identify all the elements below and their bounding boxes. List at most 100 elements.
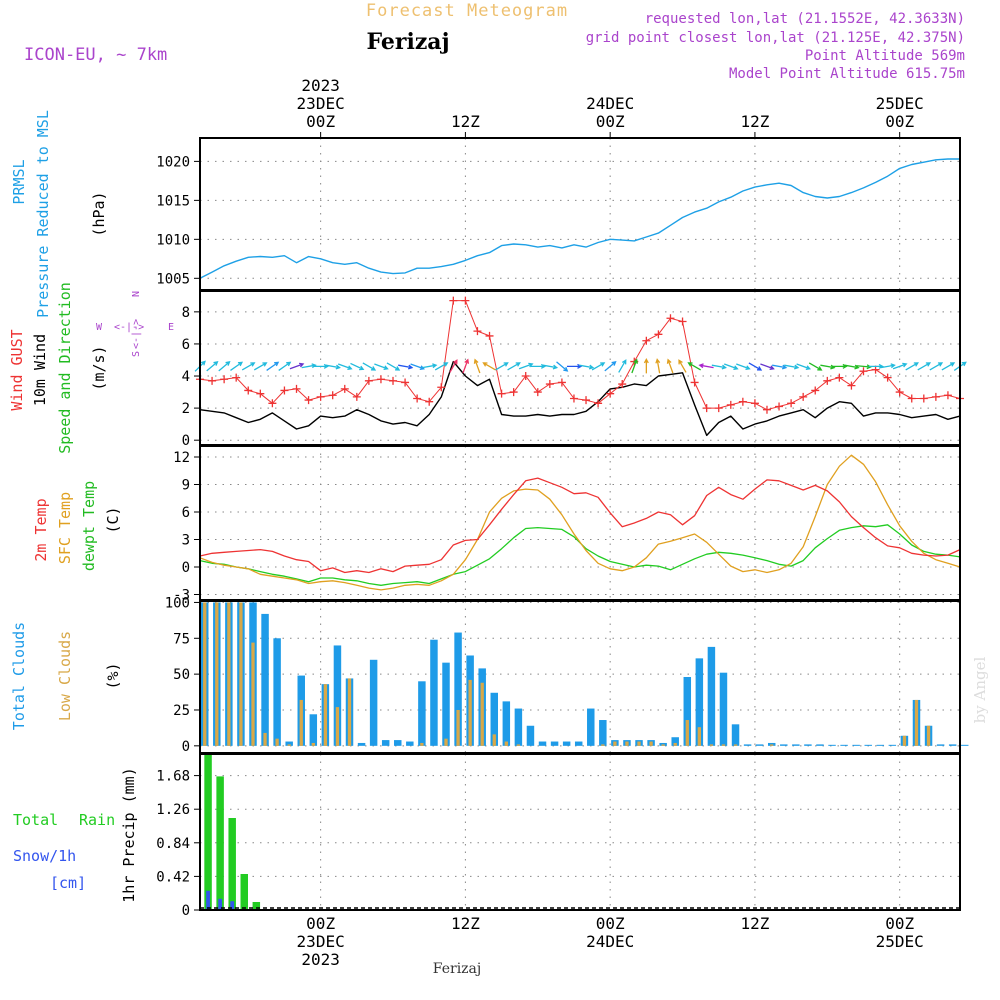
compass-south: S — [131, 351, 142, 357]
wind-direction-arrow — [820, 364, 836, 370]
total-clouds-bar — [502, 701, 511, 746]
panel-frame — [199, 137, 961, 291]
wind-direction-arrow — [604, 361, 617, 372]
point-altitude: Point Altitude 569m — [805, 48, 965, 64]
wind-direction-arrow — [495, 362, 509, 371]
wind-direction-arrow — [530, 363, 547, 369]
total-clouds-bar — [514, 708, 523, 746]
wind-direction-arrow — [929, 362, 944, 371]
y-tick-label: 4 — [182, 369, 190, 385]
wind-direction-arrow — [760, 363, 775, 371]
wind-gust-marker — [376, 375, 385, 384]
wind-gust-marker — [883, 373, 892, 382]
rain-bar — [252, 902, 261, 910]
wind-gust-marker — [666, 314, 675, 323]
wind-direction-arrow — [698, 363, 714, 369]
panel-frame — [199, 753, 961, 911]
wind-direction-arrow — [631, 358, 638, 374]
y-tick-label: 1015 — [156, 193, 190, 209]
wind-gust-marker — [545, 380, 554, 389]
watermark: by Angel — [971, 656, 989, 723]
total-clouds-bar — [961, 744, 969, 746]
clouds-unit-label: (%) — [104, 662, 122, 689]
y-tick-label: 1005 — [156, 271, 190, 287]
total-clouds-bar — [430, 639, 438, 746]
wind-direction-arrow — [643, 358, 649, 374]
wind-gust-marker — [208, 376, 217, 385]
wind-gust-marker — [931, 392, 940, 401]
wind-gust-marker — [328, 391, 337, 400]
total-clouds-bar — [852, 744, 860, 746]
total-clouds-bar — [285, 741, 293, 746]
bottom-time-label: 00Z — [306, 914, 335, 933]
y-tick-label: 1010 — [156, 232, 190, 248]
total-clouds-bar — [876, 744, 885, 746]
grid-layer — [200, 138, 960, 911]
temp-2m-label: 2m Temp — [32, 498, 50, 561]
y-tick-label: 25 — [173, 703, 190, 719]
low-clouds-bar — [215, 602, 219, 746]
wind-direction-arrow — [542, 364, 559, 370]
bottom-time-label: 12Z — [451, 914, 480, 933]
total-clouds-bar — [369, 659, 378, 746]
total-clouds-bar — [394, 740, 402, 746]
low-clouds-bar — [733, 744, 738, 746]
wind-gust-marker — [268, 399, 277, 408]
wind-direction-arrow — [398, 364, 414, 370]
wind-direction-arrow — [434, 362, 449, 371]
snow-bar — [218, 898, 222, 910]
total-clouds-bar — [792, 744, 800, 746]
wind-direction-arrow — [374, 363, 389, 371]
total-clouds-bar — [357, 742, 366, 746]
total-clouds-bar — [526, 725, 535, 746]
wind-gust-marker — [280, 386, 289, 395]
snow-bar — [206, 890, 210, 910]
wind-gust-marker — [304, 396, 313, 405]
wind-direction-arrow — [917, 362, 932, 371]
y-tick-label: 100 — [165, 595, 190, 611]
temp-unit-label: (C) — [104, 506, 122, 533]
low-clouds-bar — [287, 744, 291, 746]
wind-gust-marker — [594, 399, 603, 408]
low-clouds-bar — [456, 709, 460, 746]
wind-gust-marker — [569, 394, 578, 403]
wind-gust-marker — [750, 399, 759, 408]
temp-sfc-label: SFC Temp — [56, 492, 74, 564]
precip-axis-label: 1hr Precip (mm) — [120, 767, 138, 902]
wind-direction-arrow — [253, 362, 268, 371]
total-clouds-bar — [695, 658, 704, 746]
temp-2m-line — [199, 477, 961, 574]
total-clouds-bar — [840, 744, 848, 746]
snow-bar — [230, 901, 235, 910]
sfc-temp-line — [199, 454, 961, 591]
wind-direction-arrow — [206, 361, 219, 372]
total-clouds-bar — [719, 672, 728, 746]
y-tick-label: 6 — [182, 505, 190, 521]
wind-direction-arrow — [473, 358, 481, 374]
wind-direction-arrow — [868, 363, 884, 369]
wind-direction-arrow — [655, 358, 661, 374]
compass-horizontal-arrows: <-|-> — [114, 322, 144, 333]
wind-gust-marker — [557, 378, 566, 387]
requested-coords: requested lon,lat (21.1552E, 42.3633N) — [645, 11, 965, 27]
wind-gust-marker — [919, 394, 928, 403]
wind-direction-arrow — [844, 364, 860, 370]
wind-direction-arrow — [784, 364, 800, 370]
total-clouds-bar — [828, 744, 836, 746]
wind-direction-arrow — [337, 363, 353, 371]
model-point-altitude: Model Point Altitude 615.75m — [729, 66, 965, 82]
total-clouds-bar — [683, 677, 692, 746]
low-clouds-bar — [275, 738, 279, 746]
rain-bar — [228, 818, 236, 910]
low-clouds-bar — [613, 741, 617, 746]
rain-bar — [240, 874, 248, 910]
wind-direction-arrow — [666, 358, 674, 374]
low-clouds-bar — [335, 707, 340, 746]
total-clouds-bar — [574, 741, 583, 746]
low-clouds-bar — [468, 679, 472, 746]
frame-layer: 100510101015102002468-303691202550751000… — [156, 76, 961, 969]
compass-north: N — [131, 291, 142, 297]
wind-gust-marker — [364, 376, 373, 385]
model-label: ICON-EU, ~ 7km — [24, 45, 167, 65]
total-clouds-bar — [780, 744, 788, 746]
